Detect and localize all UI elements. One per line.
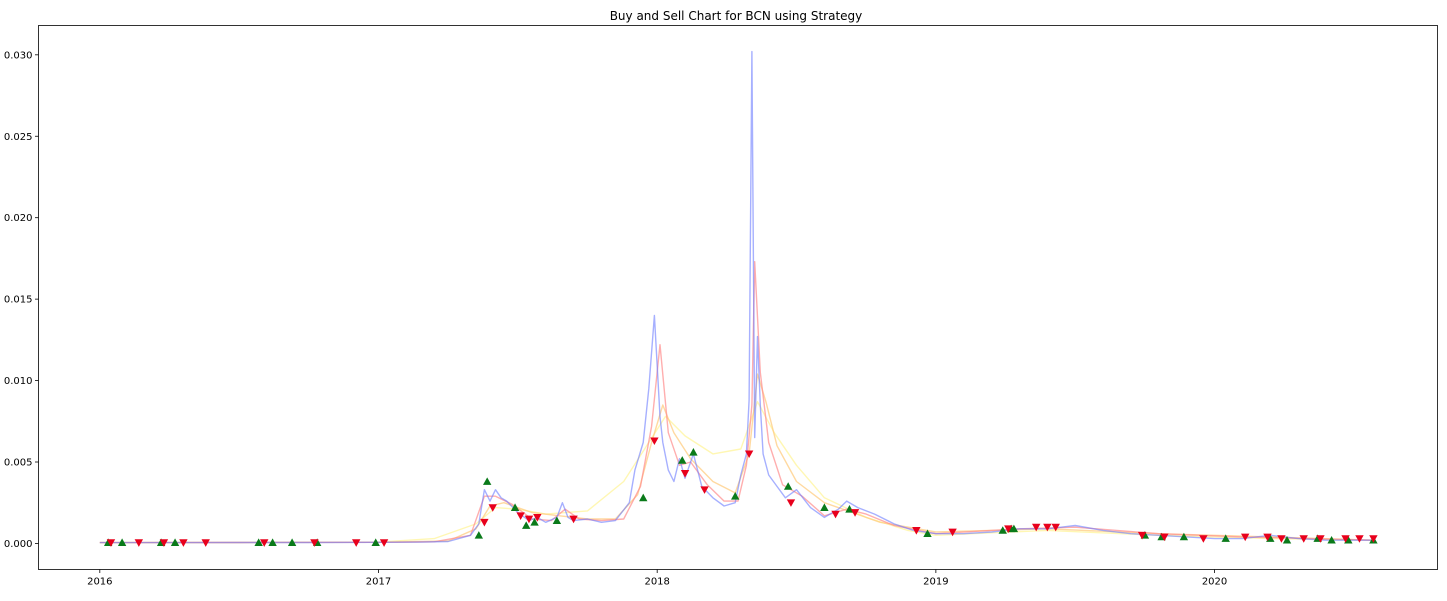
buy-marker	[510, 503, 520, 511]
x-tick-label: 2018	[644, 577, 669, 588]
sell-marker	[480, 518, 489, 527]
sell-marker	[352, 539, 361, 547]
sell-marker	[159, 539, 169, 547]
sell-marker	[850, 509, 860, 517]
x-tick-label: 2017	[366, 577, 391, 588]
sell-marker	[948, 528, 957, 537]
buy-marker	[521, 521, 531, 529]
sell-marker	[650, 437, 659, 446]
y-tick-label: 0.000	[4, 539, 33, 550]
buy-marker	[731, 492, 740, 500]
buy-marker	[678, 456, 687, 464]
buy-marker	[268, 538, 277, 546]
sell-marker	[1263, 533, 1272, 542]
y-tick-label: 0.015	[4, 295, 33, 306]
y-tick-label: 0.005	[4, 458, 33, 469]
buy-marker	[689, 448, 698, 456]
buy-marker	[820, 503, 829, 511]
series-layer	[99, 50, 1374, 544]
buy-marker	[474, 531, 484, 539]
sell-marker	[310, 539, 319, 547]
sell-marker	[1355, 535, 1364, 543]
buy-marker	[1266, 534, 1275, 542]
buy-marker	[287, 538, 297, 546]
buy-marker	[1344, 535, 1353, 544]
axes: 0.000 0.005 0.010 0.015 0.020 0.025 0.030 2016 2…	[4, 50, 1227, 587]
sell-marker	[379, 539, 389, 547]
buy-marker	[371, 538, 380, 546]
sell-marker	[1199, 535, 1208, 543]
sell-marker	[1341, 535, 1350, 543]
buy-marker	[783, 482, 793, 490]
sell-marker	[744, 450, 754, 459]
x-tick-label: 2020	[1202, 577, 1227, 588]
buy-marker	[998, 526, 1007, 534]
buy-marker	[1327, 535, 1336, 544]
series-line-mid-ma	[99, 373, 1374, 544]
sell-marker	[201, 539, 210, 547]
y-tick-label: 0.010	[4, 376, 33, 387]
sell-marker	[1277, 535, 1286, 543]
sell-marker	[488, 504, 497, 512]
sell-marker	[1316, 535, 1325, 543]
sell-marker	[533, 514, 542, 522]
buy-marker	[117, 538, 127, 546]
buy-marker	[923, 529, 932, 538]
sell-marker	[260, 539, 269, 547]
buy-marker	[1179, 532, 1189, 541]
sell-marker	[700, 486, 709, 494]
sell-marker	[680, 470, 690, 478]
buy-marker	[845, 505, 854, 513]
buy-marker	[1282, 535, 1292, 544]
y-tick-label: 0.020	[4, 213, 33, 224]
sell-marker	[831, 510, 840, 519]
buy-marker	[1009, 524, 1019, 533]
sell-marker	[786, 499, 796, 507]
sell-marker	[1051, 523, 1060, 532]
plot-frame	[38, 25, 1438, 570]
y-tick-label: 0.025	[4, 132, 33, 143]
sell-marker	[1299, 535, 1308, 543]
buy-marker	[530, 518, 539, 526]
series-line-price	[99, 50, 1374, 544]
buy-marker	[639, 493, 648, 502]
sell-marker	[912, 527, 921, 535]
x-tick-label: 2016	[87, 577, 112, 588]
x-tick-label: 2019	[923, 577, 948, 588]
sell-marker	[1031, 523, 1041, 532]
sell-marker	[179, 539, 188, 547]
signal-markers	[103, 437, 1378, 547]
sell-marker	[1369, 535, 1378, 543]
chart-title: Buy and Sell Chart for BCN using Strateg…	[610, 9, 863, 23]
buy-marker	[254, 538, 263, 546]
series-line-short-ma	[99, 261, 1374, 544]
y-tick-label: 0.030	[4, 50, 33, 61]
sell-marker	[106, 539, 116, 547]
buy-marker	[552, 516, 562, 524]
sell-marker	[1160, 533, 1169, 542]
sell-marker	[1004, 525, 1013, 533]
series-line-long-ma	[99, 401, 1374, 544]
sell-marker	[1137, 531, 1147, 540]
sell-marker	[1043, 523, 1052, 532]
buy-marker	[1221, 534, 1230, 542]
buy-marker	[170, 538, 180, 546]
sell-marker	[524, 515, 534, 524]
sell-marker	[134, 539, 144, 547]
buy-marker	[482, 477, 492, 485]
sell-marker	[1241, 533, 1250, 542]
sell-marker	[569, 515, 578, 524]
sell-marker	[516, 512, 525, 520]
